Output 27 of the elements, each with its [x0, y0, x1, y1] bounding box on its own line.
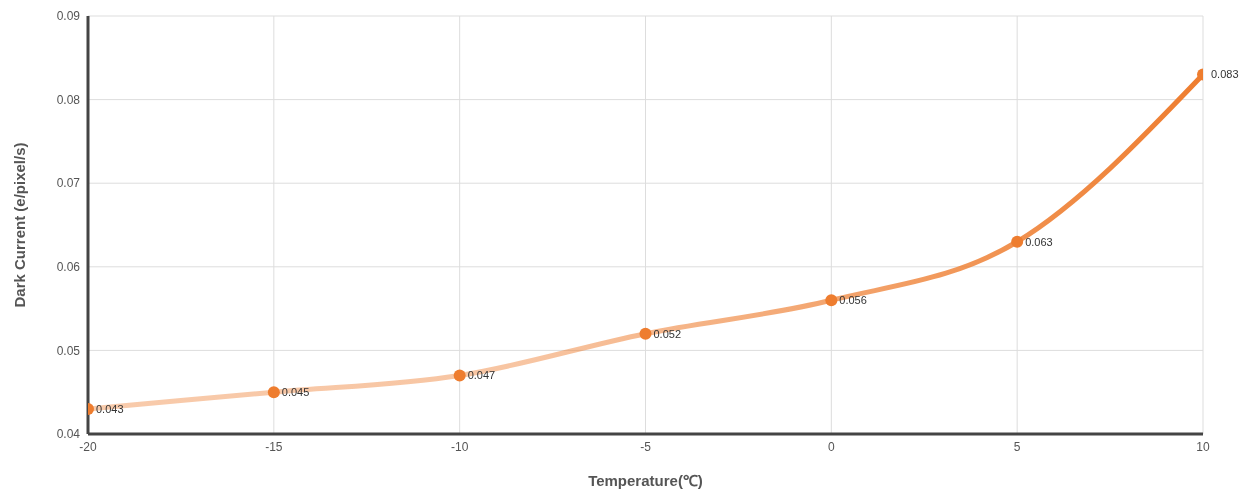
y-tick-label: 0.06: [56, 260, 81, 275]
y-tick-label: 0.07: [56, 176, 81, 191]
y-tick-label: 0.09: [56, 9, 81, 24]
data-label: 0.045: [281, 386, 310, 399]
y-tick-label: 0.08: [56, 92, 81, 107]
point: [1011, 235, 1024, 248]
point: [825, 294, 838, 307]
data-label: 0.056: [839, 294, 867, 307]
data-label: 0.047: [467, 369, 496, 382]
point: [267, 386, 280, 399]
data-label: 0.052: [653, 327, 682, 340]
x-tick-label: 0: [827, 439, 835, 454]
y-tick-label: 0.04: [56, 427, 81, 442]
data-label: 0.043: [96, 402, 124, 415]
x-axis-title: Temperature(℃): [588, 472, 703, 489]
x-tick-label: -20: [79, 439, 97, 454]
data-label: 0.063: [1025, 235, 1053, 248]
x-tick-label: 10: [1196, 439, 1210, 454]
x-tick-label: -10: [450, 439, 469, 454]
x-tick-label: -15: [265, 439, 283, 454]
y-axis-title: Dark Current (e/pixel/s): [11, 142, 29, 308]
y-tick-label: 0.05: [56, 343, 81, 358]
data-label: 0.083: [1211, 68, 1239, 81]
point: [639, 327, 652, 340]
x-tick-label: 5: [1013, 439, 1021, 454]
point: [453, 369, 466, 382]
x-tick-label: -5: [640, 439, 652, 454]
